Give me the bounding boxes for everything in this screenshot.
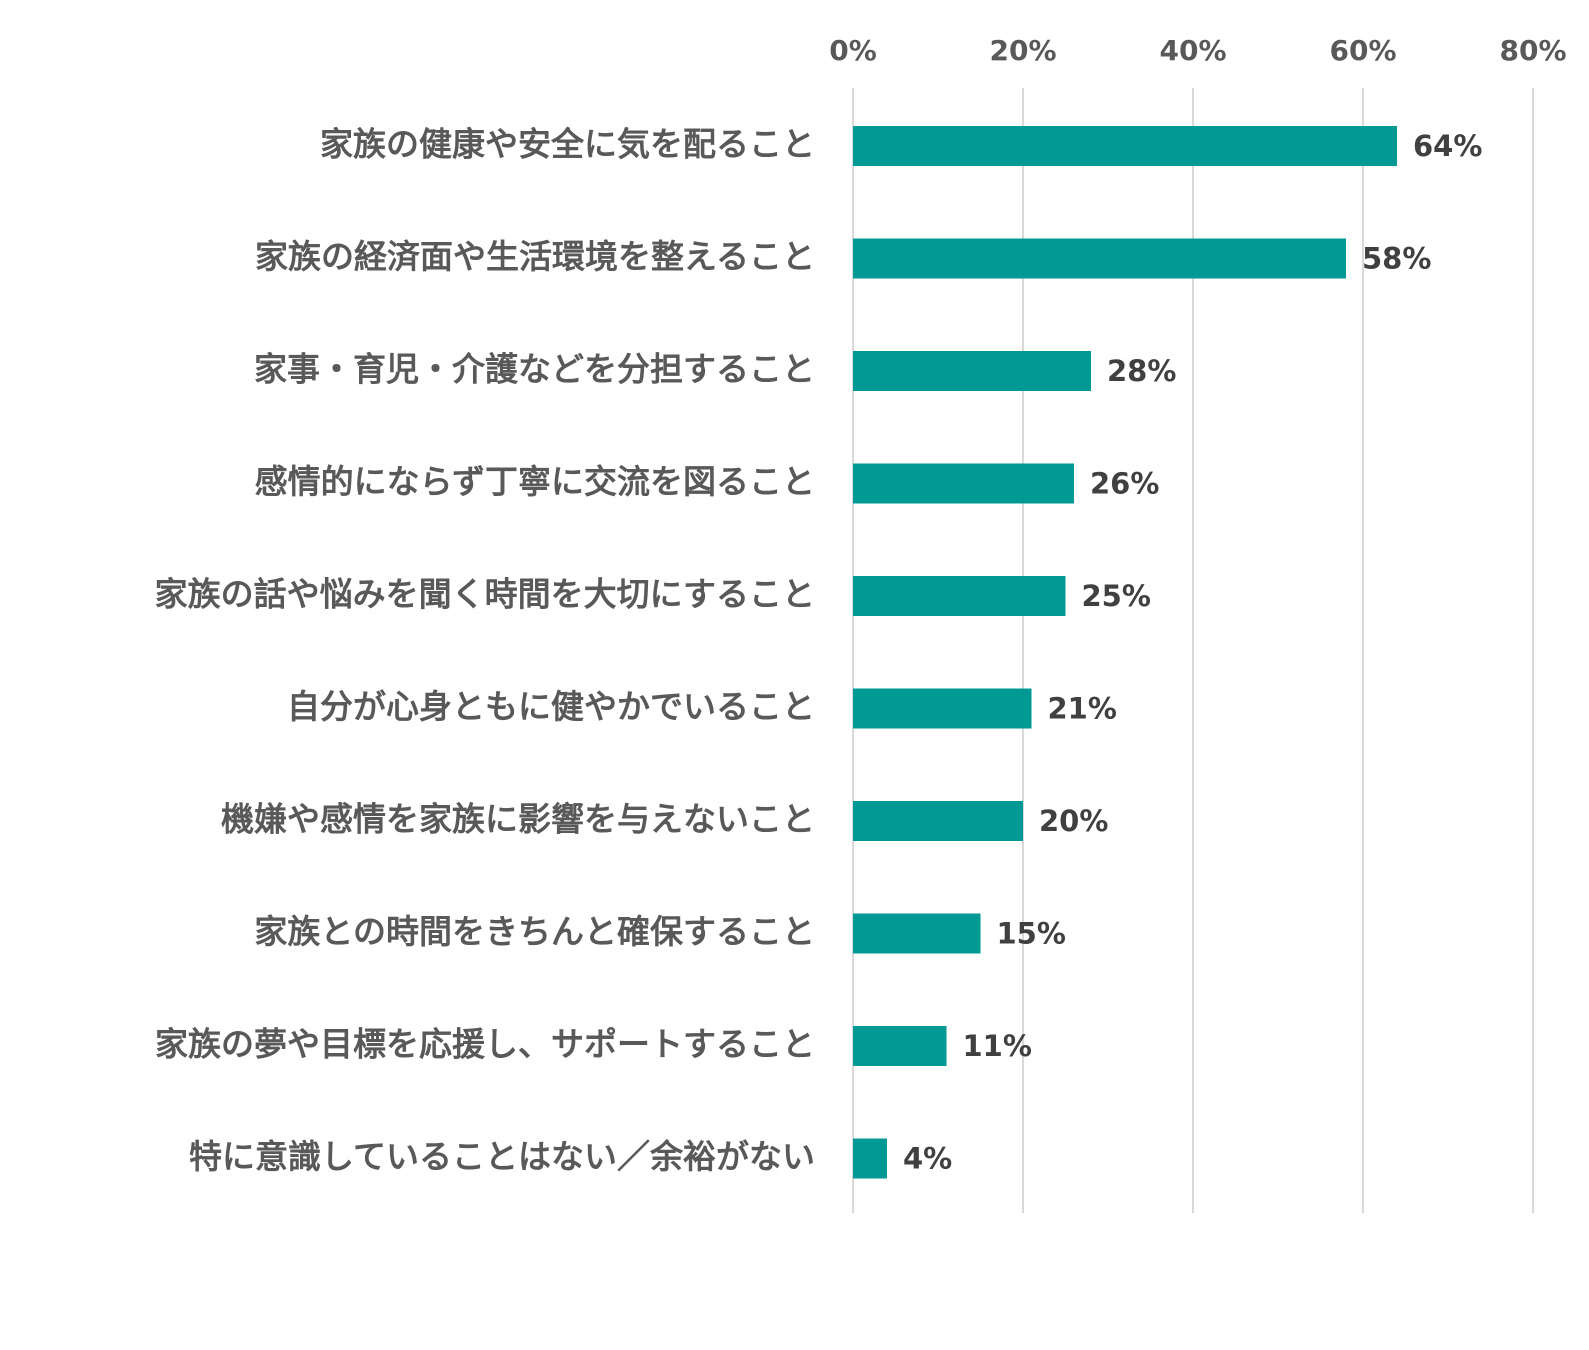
value-label: 4% bbox=[903, 1142, 952, 1176]
bar bbox=[853, 1026, 947, 1066]
value-labels: 64% 58% 28% 26% 25% 21% 20% 15% 11% 4% bbox=[903, 129, 1482, 1176]
category-label: 家族の話や悩みを聞く時間を大切にすること bbox=[155, 575, 815, 614]
value-label: 64% bbox=[1413, 129, 1482, 163]
value-label: 26% bbox=[1090, 467, 1159, 501]
bar bbox=[853, 576, 1066, 616]
value-label: 21% bbox=[1048, 692, 1117, 726]
category-label: 家事・育児・介護などを分担すること bbox=[254, 350, 815, 389]
x-tick-label: 80% bbox=[1499, 34, 1566, 67]
category-label: 特に意識していることはない／余裕がない bbox=[189, 1137, 815, 1176]
x-tick-label: 0% bbox=[829, 34, 877, 67]
category-label: 機嫌や感情を家族に影響を与えないこと bbox=[221, 800, 815, 839]
x-tick-label: 20% bbox=[989, 34, 1056, 67]
bars bbox=[853, 126, 1397, 1179]
category-label: 家族の夢や目標を応援し、サポートすること bbox=[155, 1025, 815, 1064]
category-labels: 家族の健康や安全に気を配ること家族の経済面や生活環境を整えること家事・育児・介護… bbox=[155, 125, 815, 1177]
bar bbox=[853, 351, 1091, 391]
bar bbox=[853, 688, 1032, 729]
bar bbox=[853, 126, 1397, 166]
category-label: 家族の経済面や生活環境を整えること bbox=[255, 237, 815, 276]
x-axis-ticks: 0% 20% 40% 60% 80% bbox=[829, 34, 1566, 67]
value-label: 15% bbox=[997, 917, 1066, 951]
value-label: 28% bbox=[1107, 354, 1176, 388]
bar bbox=[853, 463, 1074, 504]
category-label: 家族との時間をきちんと確保すること bbox=[254, 912, 815, 951]
value-label: 58% bbox=[1362, 242, 1431, 276]
bar bbox=[853, 238, 1346, 279]
value-label: 25% bbox=[1082, 579, 1151, 613]
bar bbox=[853, 801, 1023, 841]
value-label: 11% bbox=[963, 1029, 1032, 1063]
category-label: 自分が心身ともに健やかでいること bbox=[287, 687, 815, 726]
x-tick-label: 60% bbox=[1329, 34, 1396, 67]
category-label: 家族の健康や安全に気を配ること bbox=[320, 125, 815, 164]
bar bbox=[853, 913, 981, 954]
value-label: 20% bbox=[1039, 804, 1108, 838]
x-tick-label: 40% bbox=[1159, 34, 1226, 67]
bar bbox=[853, 1138, 887, 1179]
category-label: 感情的にならず丁寧に交流を図ること bbox=[255, 462, 815, 501]
